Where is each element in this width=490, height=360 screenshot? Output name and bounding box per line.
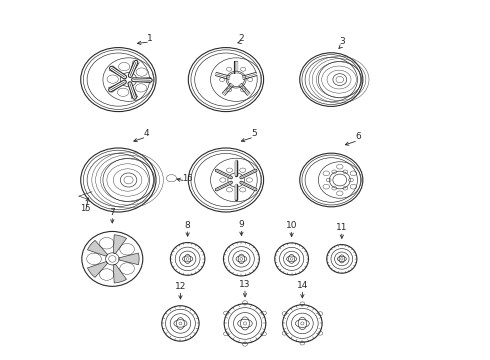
Polygon shape [119,253,139,265]
Text: 15: 15 [80,204,91,213]
Polygon shape [113,235,126,253]
Text: 3: 3 [339,37,344,46]
Text: 16: 16 [182,174,193,183]
Text: 5: 5 [251,129,257,138]
Text: 9: 9 [239,220,245,229]
Polygon shape [87,262,108,278]
Polygon shape [87,240,108,256]
Text: 1: 1 [147,34,153,43]
Text: 2: 2 [239,34,244,43]
Text: 7: 7 [109,208,115,217]
Polygon shape [113,264,126,283]
Text: 4: 4 [144,129,149,138]
Text: 8: 8 [185,221,191,230]
Text: 12: 12 [175,282,186,291]
Text: 14: 14 [296,281,308,290]
Text: 13: 13 [239,280,251,289]
Text: 11: 11 [336,223,347,232]
Text: 10: 10 [286,221,297,230]
Text: 6: 6 [355,132,361,141]
